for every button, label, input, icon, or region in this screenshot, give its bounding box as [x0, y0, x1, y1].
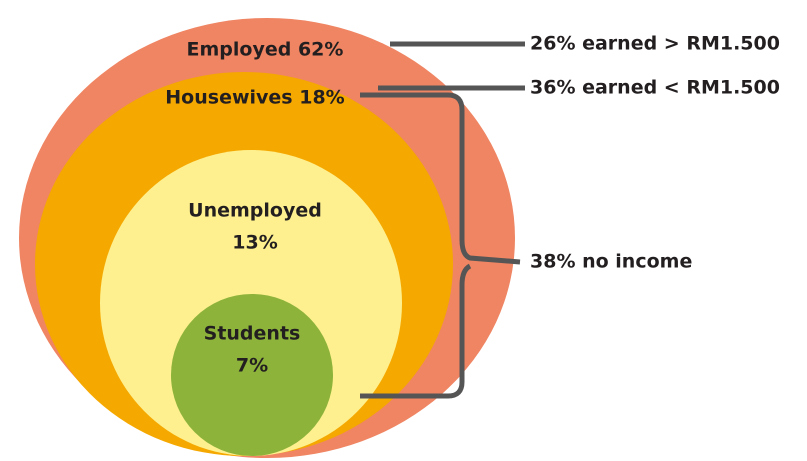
node-label: Employed 62%: [187, 39, 344, 61]
node-label: Housewives 18%: [165, 87, 344, 109]
node-label: Unemployed: [188, 200, 322, 222]
node-label: 7%: [236, 355, 268, 377]
students-circle: [171, 294, 333, 456]
callout: 38% no income: [530, 251, 692, 273]
node-label: Students: [204, 323, 301, 345]
callout: 36% earned < RM1.500: [530, 77, 780, 99]
node-label: 13%: [232, 232, 277, 254]
bracket: [360, 92, 521, 399]
callout: 26% earned > RM1.500: [530, 33, 780, 55]
